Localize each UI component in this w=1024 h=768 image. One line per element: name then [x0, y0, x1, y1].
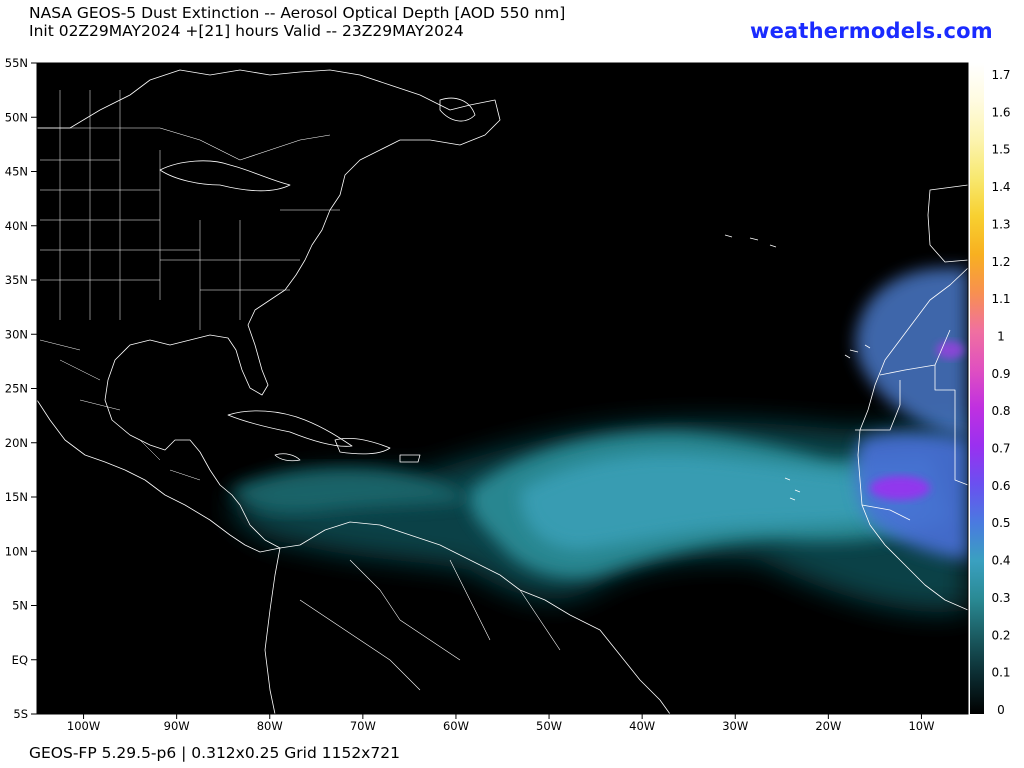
lon-label: 40W: [629, 719, 655, 733]
lon-label: 30W: [722, 719, 748, 733]
mali-border: [934, 365, 968, 486]
lon-label: 90W: [164, 719, 190, 733]
title-line-2: Init 02Z29MAY2024 +[21] hours Valid -- 2…: [29, 22, 464, 40]
colorbar-label: 1.2: [991, 255, 1010, 269]
morocco-border: [879, 329, 951, 376]
africa-west-coast: [857, 267, 968, 611]
puerto-rico: [399, 454, 421, 463]
mexico-states: [39, 339, 201, 481]
lon-label: 60W: [443, 719, 469, 733]
colorbar-label: 0.9: [991, 367, 1010, 381]
plume-center: [520, 453, 920, 550]
cape-verde: [784, 477, 801, 501]
mauritania-border: [855, 380, 901, 431]
north-america-coast: [37, 69, 501, 549]
colorbar-label: 0.4: [991, 554, 1010, 568]
newfoundland: [439, 97, 476, 122]
lon-label: 50W: [536, 719, 562, 733]
lat-label: 25N: [5, 382, 28, 396]
lat-label: 40N: [5, 219, 28, 233]
lon-label: 70W: [350, 719, 376, 733]
central-america-south-coast: [37, 399, 281, 553]
map-borders: [37, 69, 968, 714]
colorbar-label: 1.4: [991, 180, 1010, 194]
iberia: [927, 184, 968, 263]
plume-caribbean-streak: [230, 468, 470, 513]
colorbar-label: 1.1: [991, 292, 1010, 306]
canary-islands: [844, 344, 871, 359]
latitude-axis: 55N 50N 45N 40N 35N 30N 25N 20N 15N 10N 5N EQ 5S: [5, 56, 37, 721]
colorbar-label: 0.3: [991, 591, 1010, 605]
plume-hotspot-2: [936, 341, 964, 359]
lat-label: 45N: [5, 165, 28, 179]
colorbar: [970, 63, 984, 714]
cuba: [227, 410, 353, 447]
south-america-west-coast: [264, 547, 281, 714]
lat-label: 5N: [12, 599, 28, 613]
south-america-north-coast: [279, 521, 671, 714]
colorbar-label: 0.6: [991, 479, 1010, 493]
plume-north-africa: [855, 268, 968, 440]
lon-label: 80W: [257, 719, 283, 733]
lon-label: 100W: [67, 719, 100, 733]
lat-label: 35N: [5, 273, 28, 287]
lat-label: 55N: [5, 56, 28, 70]
lat-label: 30N: [5, 327, 28, 341]
lat-label: 5S: [13, 707, 28, 721]
azores: [724, 234, 777, 248]
colorbar-label: 1.3: [991, 217, 1010, 231]
colorbar-label: 0.7: [991, 442, 1010, 456]
colorbar-label: 1.5: [991, 143, 1010, 157]
hispaniola: [334, 438, 391, 455]
us-state-grid: [40, 90, 340, 330]
colorbar-label: 1: [997, 329, 1005, 343]
map-background: [37, 63, 968, 714]
lat-label: 50N: [5, 110, 28, 124]
longitude-axis: 100W 90W 80W 70W 60W 50W 40W 30W 20W 10W: [67, 714, 934, 733]
canada-border: [37, 127, 331, 161]
lon-label: 10W: [908, 719, 934, 733]
dust-plume: [230, 268, 968, 612]
colorbar-labels: 0 0.1 0.2 0.3 0.4 0.5 0.6 0.7 0.8 0.9 1 1.1 1.2 1.3 1.…: [991, 68, 1010, 717]
south-america-borders: [299, 559, 561, 691]
lat-label: 15N: [5, 490, 28, 504]
title-line-1: NASA GEOS-5 Dust Extinction -- Aerosol O…: [29, 4, 566, 22]
senegal-border: [861, 504, 911, 521]
lat-label: 10N: [5, 544, 28, 558]
colorbar-label: 0: [997, 703, 1005, 717]
great-lakes: [159, 160, 291, 192]
footer-model-info: GEOS-FP 5.29.5-p6 | 0.312x0.25 Grid 1152…: [29, 744, 400, 762]
lat-label: EQ: [12, 653, 28, 667]
plume-hotspot: [870, 476, 930, 500]
colorbar-label: 0.2: [991, 628, 1010, 642]
colorbar-label: 0.1: [991, 666, 1010, 680]
lon-label: 20W: [815, 719, 841, 733]
brand-watermark[interactable]: weathermodels.com: [750, 19, 993, 43]
lat-label: 20N: [5, 436, 28, 450]
colorbar-label: 1.7: [991, 68, 1010, 82]
colorbar-label: 0.5: [991, 516, 1010, 530]
colorbar-label: 1.6: [991, 105, 1010, 119]
jamaica: [274, 453, 301, 462]
colorbar-label: 0.8: [991, 404, 1010, 418]
